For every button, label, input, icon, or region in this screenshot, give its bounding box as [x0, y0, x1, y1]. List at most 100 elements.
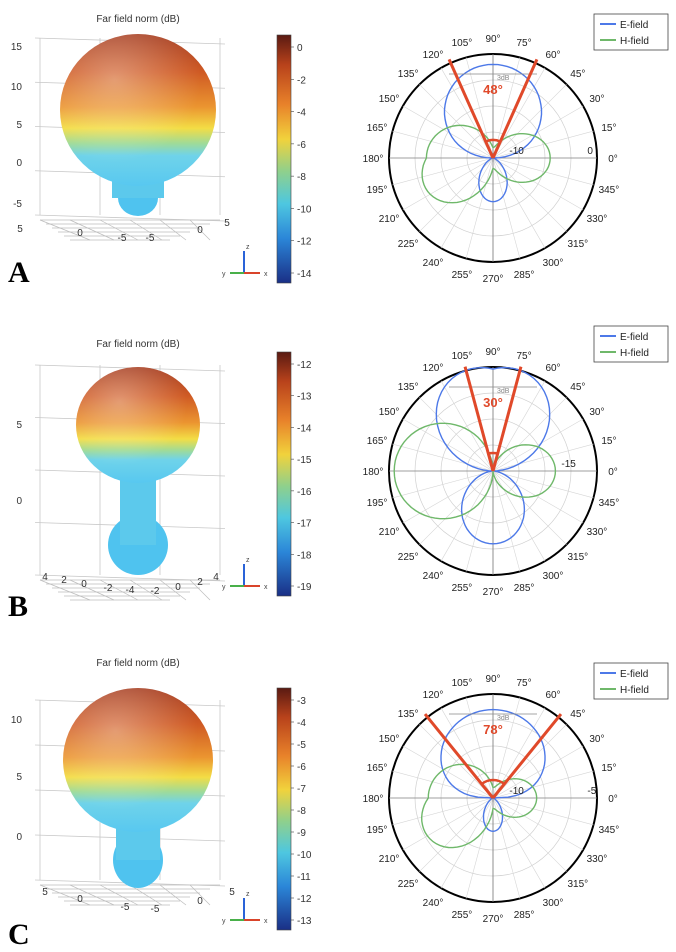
polar-spoke [440, 470, 494, 562]
grid-line [39, 579, 91, 601]
beamwidth-label: 78° [483, 722, 503, 737]
polar-spoke [492, 397, 567, 472]
angle-label: 180° [363, 154, 384, 165]
angle-label: 225° [398, 239, 419, 250]
angle-label: 150° [379, 407, 400, 418]
polar-spoke [492, 724, 567, 799]
angle-label: 75° [516, 678, 531, 689]
grid-line [39, 884, 91, 906]
colorbar-tick-label: -2 [297, 75, 306, 86]
colorbar [276, 34, 292, 284]
z-tick-label: -5 [13, 199, 22, 210]
angle-label: 195° [367, 498, 388, 509]
polar-spoke [492, 470, 584, 524]
beamwidth-arc [488, 451, 498, 455]
x-axis-label: x [264, 584, 268, 591]
angle-label: 120° [423, 50, 444, 61]
polar-spoke [492, 418, 584, 472]
polar-spoke [492, 797, 546, 889]
polar-spoke [492, 443, 594, 472]
colorbar-tick-label: -14 [297, 269, 312, 280]
colorbar-tick-label: -12 [297, 237, 312, 248]
colorbar-tick-label: -17 [297, 519, 312, 530]
beamwidth-arc [480, 778, 506, 786]
xy-tick-label: -5 [151, 904, 160, 915]
xy-tick-label: 0 [197, 896, 203, 907]
angle-label: 135° [398, 382, 419, 393]
polar-spoke [392, 130, 494, 159]
polar-spoke [402, 470, 494, 524]
colorbar-tick-label: -12 [297, 360, 312, 371]
colorbar-tick-label: -12 [297, 894, 312, 905]
polar-spoke [492, 745, 584, 799]
angle-label: 330° [587, 214, 608, 225]
pattern-highlight [63, 688, 213, 832]
z-axis-label: z [246, 557, 250, 564]
angle-label: 45° [570, 69, 585, 80]
angle-label: 165° [367, 763, 388, 774]
colorbar-tick-label: -19 [297, 582, 312, 593]
colorbar-tick-label: -15 [297, 455, 312, 466]
polar-plot: 90° 75° 60° 45° 30° 15° 0° 345° 330° 315° 300° 285°… [363, 347, 620, 598]
grid-line [159, 219, 187, 241]
angle-label: 60° [545, 363, 560, 374]
x-axis-label: x [264, 918, 268, 925]
angle-label: 150° [379, 734, 400, 745]
grid-line [189, 884, 211, 906]
angle-label: 30° [589, 734, 604, 745]
xy-tick-label: -5 [146, 233, 155, 244]
angle-label: 300° [543, 898, 564, 909]
polar-spoke [492, 157, 546, 249]
angle-label: 210° [379, 527, 400, 538]
angle-label: 120° [423, 690, 444, 701]
legend-label: E-field [620, 332, 648, 343]
colorbar-tick-label: 0 [297, 43, 303, 54]
colorbar-tick-label: -6 [297, 762, 306, 773]
angle-label: 270° [483, 274, 504, 285]
surface-title: Far field norm (dB) [96, 339, 179, 350]
polar-spoke [419, 724, 494, 799]
e-field-curve [443, 63, 543, 203]
angle-label: 315° [568, 552, 589, 563]
beamwidth-line [491, 713, 563, 799]
pattern-highlight [76, 367, 200, 483]
angle-label: 45° [570, 382, 585, 393]
polar-spoke [465, 797, 494, 899]
polar-spoke [492, 797, 567, 872]
polar-spoke [492, 470, 546, 562]
angle-label: 300° [543, 258, 564, 269]
z-tick-label: 15 [11, 42, 23, 53]
xy-tick-label: 4 [42, 572, 48, 583]
angle-label: 255° [452, 270, 473, 281]
angle-label: 240° [423, 258, 444, 269]
legend: E-field H-field [593, 662, 669, 700]
legend-label: E-field [620, 669, 648, 680]
angle-label: 165° [367, 123, 388, 134]
panel-letter: C [8, 918, 30, 951]
grid-line [99, 219, 139, 241]
angle-label: 270° [483, 914, 504, 925]
polar-spoke [402, 105, 494, 159]
beamwidth-label: 48° [483, 82, 503, 97]
x-axis-label: x [264, 271, 268, 278]
angle-label: 15° [601, 763, 616, 774]
angle-label: 195° [367, 825, 388, 836]
y-axis-label: y [222, 918, 226, 925]
colorbar-tick-label: -10 [297, 850, 312, 861]
colorbar-tick-label: -13 [297, 916, 312, 927]
angle-label: 30° [589, 407, 604, 418]
polar-spoke [492, 105, 584, 159]
angle-label: 345° [599, 498, 620, 509]
angle-label: 75° [516, 38, 531, 49]
z-tick-label: 5 [16, 420, 22, 431]
radial-label: -10 [509, 146, 524, 157]
radial-label: -10 [509, 786, 524, 797]
angle-label: 60° [545, 50, 560, 61]
z-axis-label: z [246, 244, 250, 251]
grid-line [159, 884, 187, 906]
polar-spoke [492, 130, 594, 159]
xy-tick-label: -4 [126, 585, 135, 596]
polar-spoke [419, 797, 494, 872]
xy-tick-label: 0 [77, 228, 83, 239]
y-axis-label: y [222, 584, 226, 591]
